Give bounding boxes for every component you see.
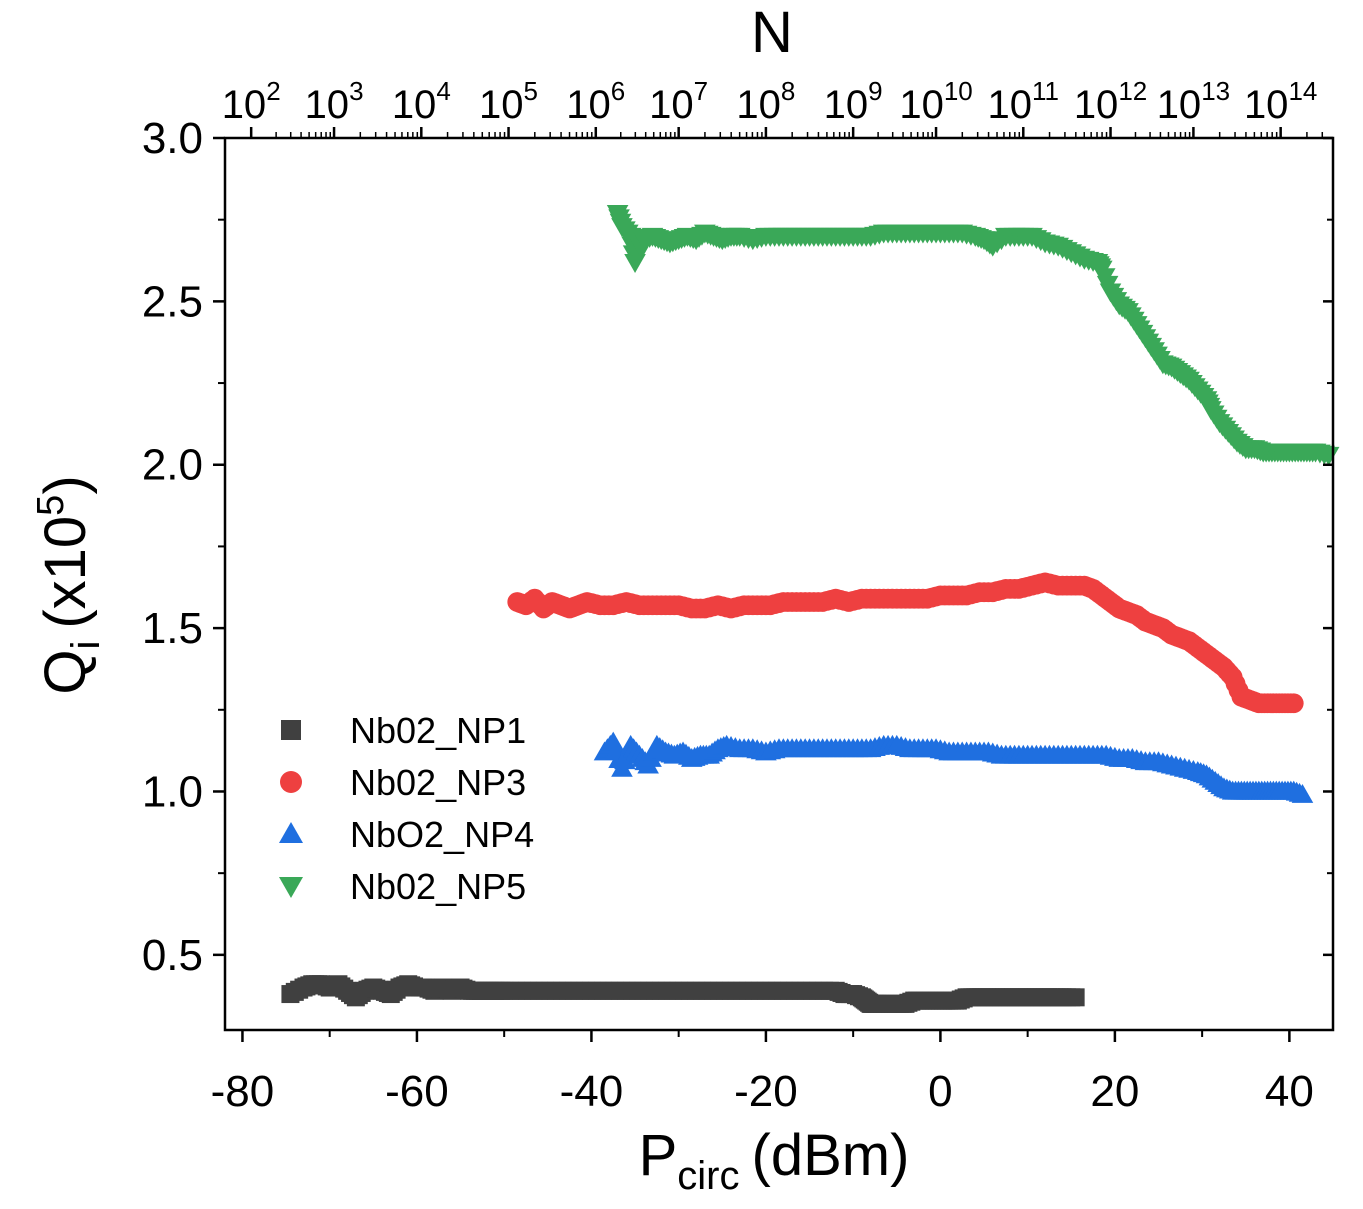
top-tick-base: 10 <box>899 83 944 127</box>
x-tick-label: -20 <box>734 1067 798 1116</box>
top-tick-base: 10 <box>1244 83 1289 127</box>
top-tick-base: 10 <box>988 83 1033 127</box>
top-tick-label: 1010 <box>899 76 972 127</box>
top-tick-exp: 7 <box>694 76 708 106</box>
top-tick-exp: 14 <box>1288 76 1317 106</box>
y-tick-label: 2.5 <box>142 277 203 326</box>
legend-label: NbO2_NP4 <box>350 814 534 855</box>
y-tick-label: 3.0 <box>142 114 203 163</box>
y-tick-label: 1.5 <box>142 604 203 653</box>
top-tick-exp: 5 <box>524 76 538 106</box>
legend-marker <box>279 877 303 898</box>
series-Nb02_NP3 <box>507 572 1304 714</box>
top-tick-base: 10 <box>392 83 437 127</box>
x-tick-label: -40 <box>560 1067 624 1116</box>
top-tick-base: 10 <box>736 83 781 127</box>
x-tick-label: -80 <box>211 1067 275 1116</box>
series-Nb02_NP5 <box>606 205 1340 466</box>
data-point <box>1291 783 1314 803</box>
top-tick-label: 1012 <box>1074 76 1147 127</box>
top-tick-label: 105 <box>479 76 538 127</box>
top-tick-exp: 3 <box>349 76 363 106</box>
top-tick-label: 1011 <box>988 76 1060 127</box>
top-tick-base: 10 <box>1074 83 1119 127</box>
top-tick-exp: 10 <box>944 76 973 106</box>
data-point <box>1066 988 1085 1007</box>
legend-marker <box>279 822 303 843</box>
top-tick-exp: 11 <box>1032 76 1059 106</box>
plot-frame <box>223 136 1335 1032</box>
x-axis-title-unit: (dBm) <box>752 1123 910 1188</box>
legend-label: Nb02_NP1 <box>350 710 526 751</box>
x-axis-title-sub: circ <box>677 1154 739 1198</box>
y-axis-title-unit-suffix: ) <box>33 475 98 494</box>
series-Nb02_NP1 <box>281 975 1085 1013</box>
top-tick-label: 104 <box>392 76 451 127</box>
x-tick-label: 40 <box>1265 1067 1314 1116</box>
x-axis-title-main: P <box>639 1123 678 1188</box>
top-tick-label: 1014 <box>1244 76 1317 127</box>
top-tick-base: 10 <box>649 83 694 127</box>
series-layer <box>281 205 1340 1013</box>
y-axis-title-sub: i <box>64 641 108 650</box>
series-NbO2_NP4 <box>593 731 1314 803</box>
x-tick-label: 20 <box>1090 1067 1139 1116</box>
top-tick-exp: 12 <box>1118 76 1147 106</box>
y-tick-label: 2.0 <box>142 441 203 490</box>
legend-marker <box>281 720 301 740</box>
top-tick-exp: 4 <box>436 76 450 106</box>
x-axis-title: Pcirc (dBm) <box>639 1123 910 1198</box>
x-tick-label: 0 <box>928 1067 952 1116</box>
top-tick-base: 10 <box>479 83 524 127</box>
top-tick-base: 10 <box>305 83 350 127</box>
top-tick-exp: 13 <box>1201 76 1230 106</box>
top-tick-label: 109 <box>824 76 883 127</box>
y-axis-title-unit-prefix: (x10 <box>33 516 98 629</box>
y-tick-label: 0.5 <box>142 931 203 980</box>
top-tick-exp: 2 <box>266 76 280 106</box>
top-tick-label: 108 <box>736 76 795 127</box>
y-axis-title-main: Q <box>33 650 98 695</box>
data-point <box>1283 693 1304 714</box>
top-tick-base: 10 <box>824 83 869 127</box>
legend-label: Nb02_NP3 <box>350 762 526 803</box>
y-axis-title: Qi (x105) <box>30 475 108 694</box>
top-tick-label: 103 <box>305 76 364 127</box>
top-axis-title: N <box>751 0 793 65</box>
top-tick-label: 107 <box>649 76 708 127</box>
top-tick-exp: 9 <box>868 76 882 106</box>
legend-marker <box>280 771 302 793</box>
top-tick-base: 10 <box>566 83 611 127</box>
top-tick-label: 102 <box>222 76 281 127</box>
top-tick-label: 1013 <box>1157 76 1230 127</box>
top-tick-base: 10 <box>222 83 267 127</box>
top-tick-base: 10 <box>1157 83 1202 127</box>
legend-label: Nb02_NP5 <box>350 866 526 907</box>
top-tick-exp: 8 <box>781 76 795 106</box>
y-tick-label: 1.0 <box>142 767 203 816</box>
x-tick-label: -60 <box>385 1067 449 1116</box>
top-tick-exp: 6 <box>611 76 625 106</box>
top-tick-label: 106 <box>566 76 625 127</box>
y-axis-title-unit-exp: 5 <box>30 495 72 516</box>
legend: Nb02_NP1 Nb02_NP3 NbO2_NP4 Nb02_NP5 <box>279 710 534 907</box>
